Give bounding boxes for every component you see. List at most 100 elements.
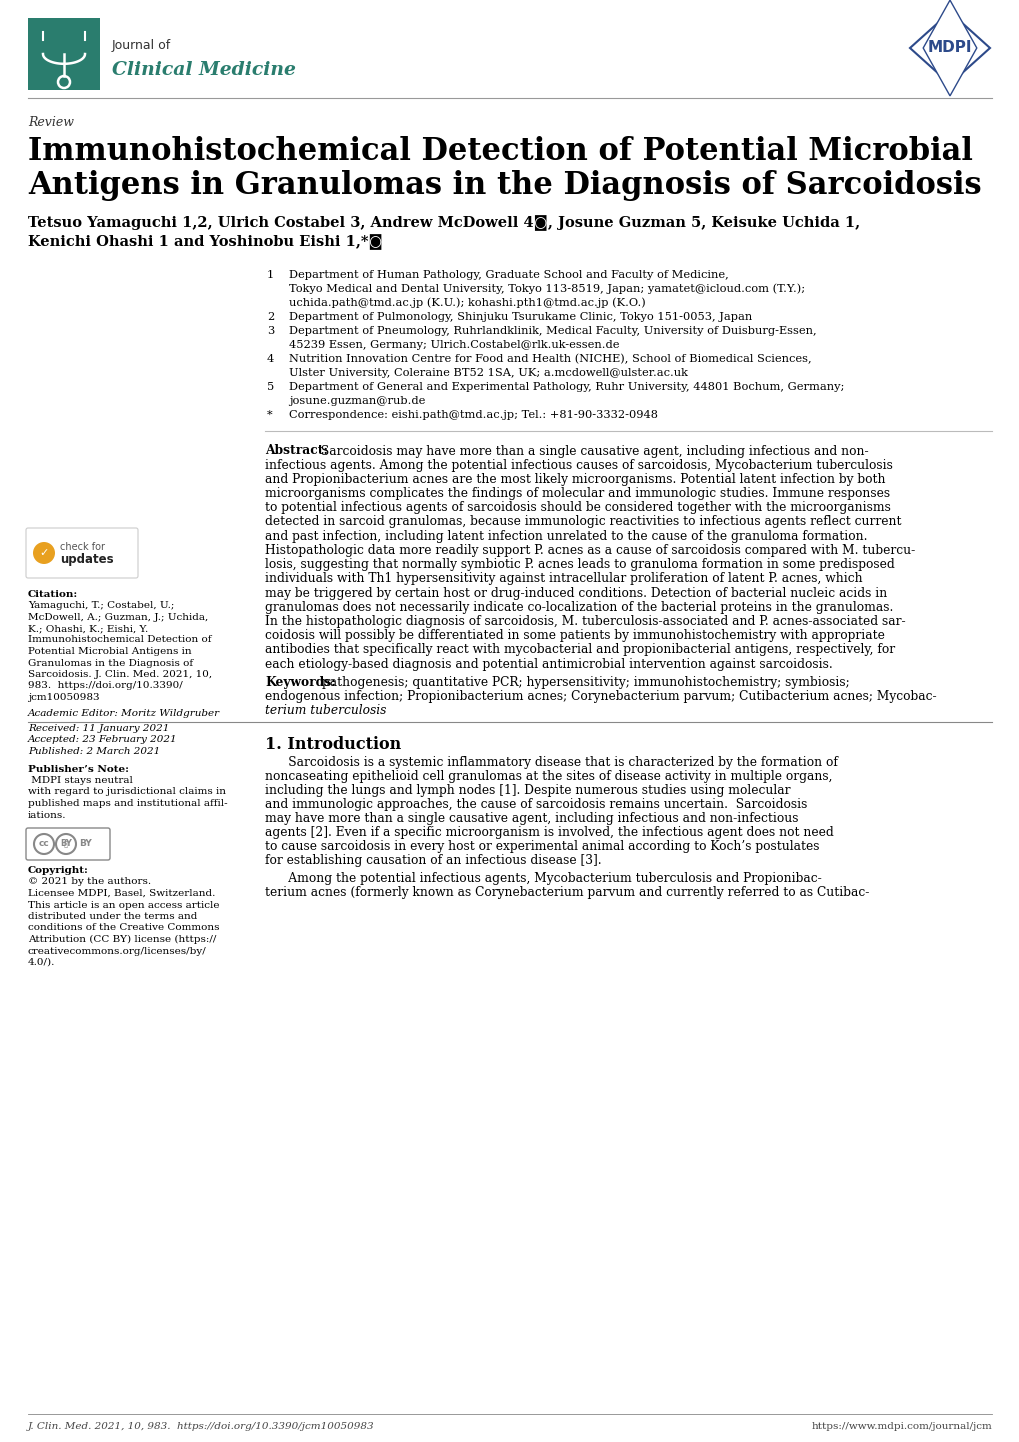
- FancyBboxPatch shape: [25, 828, 110, 859]
- Text: to potential infectious agents of sarcoidosis should be considered together with: to potential infectious agents of sarcoi…: [265, 502, 890, 515]
- Text: each etiology-based diagnosis and potential antimicrobial intervention against s: each etiology-based diagnosis and potent…: [265, 658, 832, 671]
- Text: updates: updates: [60, 554, 113, 567]
- Text: Citation:: Citation:: [28, 590, 78, 598]
- Text: josune.guzman@rub.de: josune.guzman@rub.de: [288, 395, 425, 405]
- Text: 983.  https://doi.org/10.3390/: 983. https://doi.org/10.3390/: [28, 682, 182, 691]
- Text: may have more than a single causative agent, including infectious and non-infect: may have more than a single causative ag…: [265, 812, 798, 825]
- Text: Department of Pneumology, Ruhrlandklinik, Medical Faculty, University of Duisbur: Department of Pneumology, Ruhrlandklinik…: [288, 326, 816, 336]
- Text: Publisher’s Note:: Publisher’s Note:: [28, 764, 128, 773]
- Text: 1. Introduction: 1. Introduction: [265, 737, 400, 753]
- Text: Tetsuo Yamaguchi 1,2, Ulrich Costabel 3, Andrew McDowell 4◙, Josune Guzman 5, Ke: Tetsuo Yamaguchi 1,2, Ulrich Costabel 3,…: [28, 215, 859, 231]
- Text: terium tuberculosis: terium tuberculosis: [265, 704, 386, 717]
- Text: including the lungs and lymph nodes [1]. Despite numerous studies using molecula: including the lungs and lymph nodes [1].…: [265, 784, 790, 797]
- Text: K.; Ohashi, K.; Eishi, Y.: K.; Ohashi, K.; Eishi, Y.: [28, 624, 148, 633]
- FancyBboxPatch shape: [25, 528, 138, 578]
- Text: antibodies that specifically react with mycobacterial and propionibacterial anti: antibodies that specifically react with …: [265, 643, 895, 656]
- Text: published maps and institutional affil-: published maps and institutional affil-: [28, 799, 227, 808]
- Text: https://www.mdpi.com/journal/jcm: https://www.mdpi.com/journal/jcm: [810, 1422, 991, 1430]
- Text: Attribution (CC BY) license (https://: Attribution (CC BY) license (https://: [28, 934, 216, 945]
- Text: creativecommons.org/licenses/by/: creativecommons.org/licenses/by/: [28, 946, 207, 956]
- Text: In the histopathologic diagnosis of sarcoidosis, M. tuberculosis-associated and : In the histopathologic diagnosis of sarc…: [265, 614, 905, 627]
- Text: Department of General and Experimental Pathology, Ruhr University, 44801 Bochum,: Department of General and Experimental P…: [288, 382, 844, 392]
- Text: Correspondence: eishi.path@tmd.ac.jp; Tel.: +81-90-3332-0948: Correspondence: eishi.path@tmd.ac.jp; Te…: [288, 410, 657, 420]
- Text: agents [2]. Even if a specific microorganism is involved, the infectious agent d: agents [2]. Even if a specific microorga…: [265, 826, 833, 839]
- Text: 4: 4: [267, 353, 274, 363]
- Text: Review: Review: [28, 115, 74, 128]
- Text: Tokyo Medical and Dental University, Tokyo 113-8519, Japan; yamatet@icloud.com (: Tokyo Medical and Dental University, Tok…: [288, 284, 804, 294]
- Text: Department of Human Pathology, Graduate School and Faculty of Medicine,: Department of Human Pathology, Graduate …: [288, 270, 728, 280]
- Text: Immunohistochemical Detection of: Immunohistochemical Detection of: [28, 636, 211, 645]
- Text: 2: 2: [267, 311, 274, 322]
- Text: 5: 5: [267, 382, 274, 392]
- Circle shape: [33, 542, 55, 564]
- Text: Immunohistochemical Detection of Potential Microbial: Immunohistochemical Detection of Potenti…: [28, 136, 972, 167]
- Text: losis, suggesting that normally symbiotic P. acnes leads to granuloma formation : losis, suggesting that normally symbioti…: [265, 558, 894, 571]
- Text: 3: 3: [267, 326, 274, 336]
- Text: detected in sarcoid granulomas, because immunologic reactivities to infectious a: detected in sarcoid granulomas, because …: [265, 515, 901, 529]
- Text: 1: 1: [267, 270, 274, 280]
- Text: © 2021 by the authors.: © 2021 by the authors.: [28, 878, 151, 887]
- Text: and past infection, including latent infection unrelated to the cause of the gra: and past infection, including latent inf…: [265, 529, 866, 542]
- Text: 4.0/).: 4.0/).: [28, 957, 55, 968]
- Text: Received: 11 January 2021: Received: 11 January 2021: [28, 724, 169, 733]
- Text: jcm10050983: jcm10050983: [28, 694, 100, 702]
- Text: 45239 Essen, Germany; Ulrich.Costabel@rlk.uk-essen.de: 45239 Essen, Germany; Ulrich.Costabel@rl…: [288, 339, 619, 349]
- Text: Licensee MDPI, Basel, Switzerland.: Licensee MDPI, Basel, Switzerland.: [28, 890, 215, 898]
- Text: conditions of the Creative Commons: conditions of the Creative Commons: [28, 923, 219, 933]
- Text: Antigens in Granulomas in the Diagnosis of Sarcoidosis: Antigens in Granulomas in the Diagnosis …: [28, 170, 980, 200]
- Text: microorganisms complicates the findings of molecular and immunologic studies. Im: microorganisms complicates the findings …: [265, 487, 890, 500]
- Text: uchida.path@tmd.ac.jp (K.U.); kohashi.pth1@tmd.ac.jp (K.O.): uchida.path@tmd.ac.jp (K.U.); kohashi.pt…: [288, 297, 645, 307]
- Text: This article is an open access article: This article is an open access article: [28, 900, 219, 910]
- Text: Sarcoidosis. J. Clin. Med. 2021, 10,: Sarcoidosis. J. Clin. Med. 2021, 10,: [28, 671, 212, 679]
- Text: and immunologic approaches, the cause of sarcoidosis remains uncertain.  Sarcoid: and immunologic approaches, the cause of…: [265, 799, 807, 812]
- Polygon shape: [909, 12, 989, 84]
- Text: Academic Editor: Moritz Wildgruber: Academic Editor: Moritz Wildgruber: [28, 708, 220, 718]
- Text: Yamaguchi, T.; Costabel, U.;: Yamaguchi, T.; Costabel, U.;: [28, 601, 174, 610]
- Text: Histopathologic data more readily support P. acnes as a cause of sarcoidosis com: Histopathologic data more readily suppor…: [265, 544, 914, 557]
- Text: Department of Pulmonology, Shinjuku Tsurukame Clinic, Tokyo 151-0053, Japan: Department of Pulmonology, Shinjuku Tsur…: [288, 311, 752, 322]
- Text: coidosis will possibly be differentiated in some patients by immunohistochemistr: coidosis will possibly be differentiated…: [265, 629, 884, 642]
- Text: BY: BY: [79, 839, 93, 848]
- Text: *: *: [267, 410, 272, 420]
- Text: infectious agents. Among the potential infectious causes of sarcoidosis, Mycobac: infectious agents. Among the potential i…: [265, 459, 892, 472]
- Text: Clinical Medicine: Clinical Medicine: [112, 61, 296, 79]
- Text: MDPI: MDPI: [927, 40, 971, 55]
- Text: endogenous infection; Propionibacterium acnes; Corynebacterium parvum; Cutibacte: endogenous infection; Propionibacterium …: [265, 689, 935, 702]
- Text: Sarcoidosis may have more than a single causative agent, including infectious an: Sarcoidosis may have more than a single …: [317, 444, 868, 457]
- Text: distributed under the terms and: distributed under the terms and: [28, 911, 198, 921]
- Text: Published: 2 March 2021: Published: 2 March 2021: [28, 747, 160, 756]
- Text: individuals with Th1 hypersensitivity against intracellular proliferation of lat: individuals with Th1 hypersensitivity ag…: [265, 572, 862, 585]
- Text: to cause sarcoidosis in every host or experimental animal according to Koch’s po: to cause sarcoidosis in every host or ex…: [265, 841, 818, 854]
- Text: granulomas does not necessarily indicate co-localization of the bacterial protei: granulomas does not necessarily indicate…: [265, 601, 893, 614]
- Text: Among the potential infectious agents, Mycobacterium tuberculosis and Propioniba: Among the potential infectious agents, M…: [265, 872, 821, 885]
- Text: Keywords:: Keywords:: [265, 676, 335, 689]
- Text: for establishing causation of an infectious disease [3].: for establishing causation of an infecti…: [265, 854, 601, 867]
- Text: MDPI stays neutral: MDPI stays neutral: [28, 776, 132, 784]
- Text: with regard to jurisdictional claims in: with regard to jurisdictional claims in: [28, 787, 226, 796]
- Bar: [28, 17, 100, 89]
- Text: Copyright:: Copyright:: [28, 867, 89, 875]
- Text: McDowell, A.; Guzman, J.; Uchida,: McDowell, A.; Guzman, J.; Uchida,: [28, 613, 208, 622]
- Text: noncaseating epithelioid cell granulomas at the sites of disease activity in mul: noncaseating epithelioid cell granulomas…: [265, 770, 832, 783]
- Circle shape: [56, 833, 76, 854]
- Text: cc: cc: [39, 839, 49, 848]
- Text: Journal of: Journal of: [112, 39, 171, 52]
- Text: pathogenesis; quantitative PCR; hypersensitivity; immunohistochemistry; symbiosi: pathogenesis; quantitative PCR; hypersen…: [322, 676, 849, 689]
- Text: iations.: iations.: [28, 810, 66, 819]
- Circle shape: [34, 833, 54, 854]
- Text: and Propionibacterium acnes are the most likely microorganisms. Potential latent: and Propionibacterium acnes are the most…: [265, 473, 884, 486]
- Text: J. Clin. Med. 2021, 10, 983.  https://doi.org/10.3390/jcm10050983: J. Clin. Med. 2021, 10, 983. https://doi…: [28, 1422, 374, 1430]
- Text: ⃣: ⃣: [64, 841, 68, 848]
- Text: Potential Microbial Antigens in: Potential Microbial Antigens in: [28, 647, 192, 656]
- Text: terium acnes (formerly known as Corynebacterium parvum and currently referred to: terium acnes (formerly known as Coryneba…: [265, 887, 868, 900]
- Text: Sarcoidosis is a systemic inflammatory disease that is characterized by the form: Sarcoidosis is a systemic inflammatory d…: [265, 756, 837, 769]
- Text: check for: check for: [60, 542, 105, 552]
- Text: Abstract:: Abstract:: [265, 444, 328, 457]
- Text: Nutrition Innovation Centre for Food and Health (NICHE), School of Biomedical Sc: Nutrition Innovation Centre for Food and…: [288, 353, 811, 365]
- Text: Ulster University, Coleraine BT52 1SA, UK; a.mcdowell@ulster.ac.uk: Ulster University, Coleraine BT52 1SA, U…: [288, 368, 687, 378]
- Text: BY: BY: [60, 839, 72, 848]
- Text: ✓: ✓: [40, 548, 49, 558]
- Text: may be triggered by certain host or drug-induced conditions. Detection of bacter: may be triggered by certain host or drug…: [265, 587, 887, 600]
- Text: Accepted: 23 February 2021: Accepted: 23 February 2021: [28, 735, 177, 744]
- Polygon shape: [922, 0, 976, 95]
